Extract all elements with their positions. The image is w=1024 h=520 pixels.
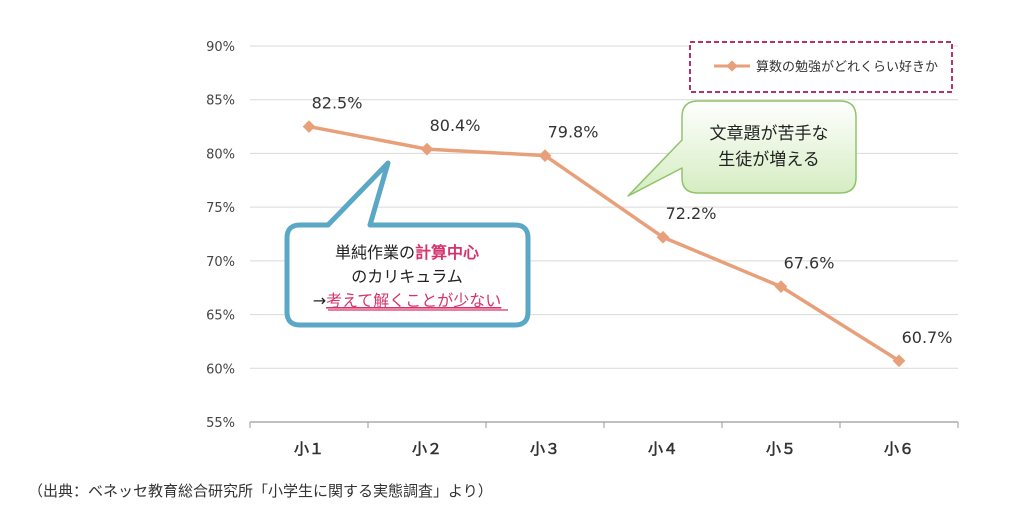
y-tick-label: 75%	[206, 201, 235, 216]
data-label: 82.5%	[312, 94, 363, 113]
svg-text:単純作業の計算中心: 単純作業の計算中心	[335, 243, 479, 262]
callout-left: 単純作業の計算中心 のカリキュラム →考えて解くことが少ない	[284, 160, 531, 328]
source-note: （出典：ベネッセ教育総合研究所「小学生に関する実態調査」より）	[28, 482, 493, 500]
x-tick-label: 小４	[648, 440, 678, 458]
x-tick-label: 小６	[884, 440, 914, 458]
line-chart: 90% 85% 80% 75% 70% 65% 60% 55% 小１ 小２ 小３ 小４ 小５ 小６ 82.…	[206, 40, 959, 458]
svg-text:→考えて解くことが少ない: →考えて解くことが少ない	[313, 291, 502, 310]
data-label: 80.4%	[430, 116, 481, 135]
y-tick-label: 70%	[206, 255, 235, 270]
axes: 90% 85% 80% 75% 70% 65% 60% 55% 小１ 小２ 小３ 小４ 小５ 小６	[206, 40, 959, 458]
callout-left-line1-highlight: 計算中心	[415, 243, 479, 262]
callout-left-arrow: →	[313, 291, 326, 310]
callout-left-line2: のカリキュラム	[351, 267, 463, 286]
callout-right-line1: 文章題が苦手な	[710, 124, 829, 144]
y-tick-label: 60%	[206, 362, 235, 377]
data-label: 79.8%	[548, 123, 599, 142]
callout-right-box	[627, 100, 857, 197]
legend: 算数の勉強がどれくらい好きか	[689, 41, 953, 93]
y-tick-label: 65%	[206, 309, 235, 324]
legend-label: 算数の勉強がどれくらい好きか	[756, 60, 938, 75]
series-line	[308, 124, 900, 363]
y-tick-label: 55%	[206, 416, 235, 431]
callout-right: 文章題が苦手な 生徒が増える	[627, 100, 857, 197]
data-label: 67.6%	[784, 254, 835, 273]
callout-left-line1-prefix: 単純作業の	[335, 243, 415, 262]
callout-left-line3-highlight: 考えて解くことが少ない	[326, 291, 501, 310]
x-tick-label: 小３	[530, 440, 560, 458]
x-tick-label: 小５	[766, 440, 796, 458]
x-tick-label: 小２	[412, 440, 442, 458]
callout-left-box	[284, 160, 531, 328]
y-tick-label: 90%	[206, 40, 235, 55]
x-tick-label: 小１	[294, 440, 324, 458]
data-label: 72.2%	[666, 204, 717, 223]
y-tick-label: 80%	[206, 147, 235, 162]
callout-right-line2: 生徒が増える	[718, 150, 820, 170]
data-point	[420, 142, 434, 156]
data-label: 60.7%	[902, 328, 953, 347]
y-tick-label: 85%	[206, 94, 235, 109]
data-point	[302, 120, 316, 133]
